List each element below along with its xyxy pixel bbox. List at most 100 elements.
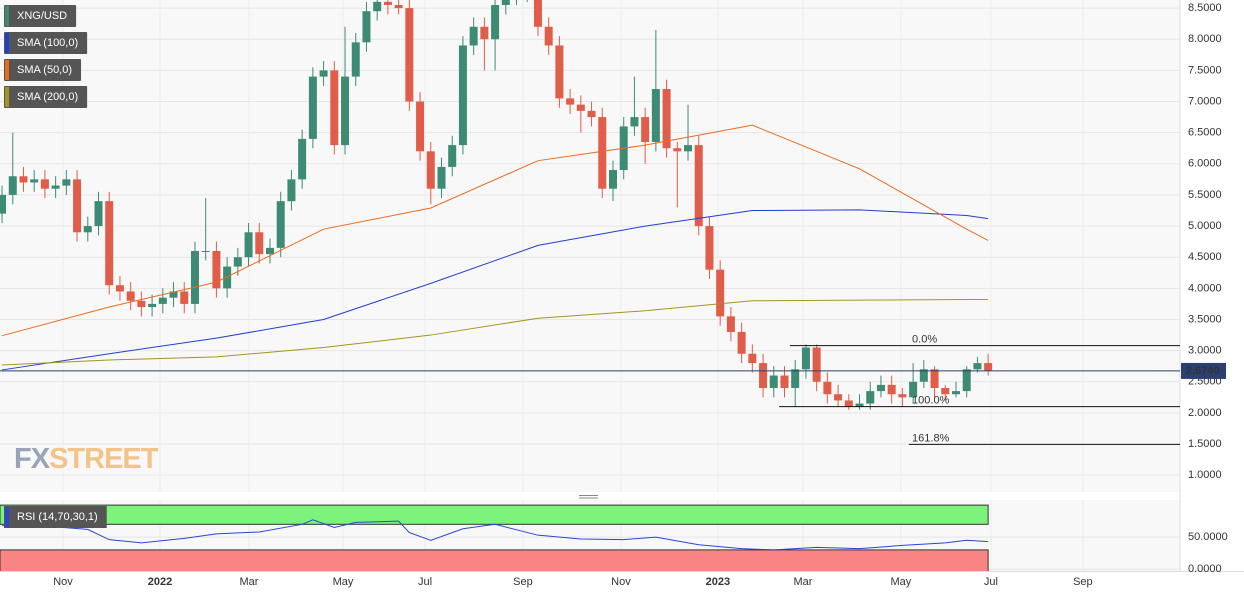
legend-box	[4, 86, 88, 108]
candle-body	[480, 26, 489, 40]
x-tick-label: Sep	[1073, 576, 1093, 588]
candle	[834, 384, 843, 407]
candle	[887, 375, 896, 404]
candle-body	[40, 179, 49, 189]
candle	[51, 176, 60, 199]
legend-item[interactable]: RSI (14,70,30,1)	[4, 506, 107, 528]
candle	[244, 222, 253, 267]
candle-body	[83, 226, 92, 233]
candle	[201, 198, 210, 261]
y-tick-label: 1.5000	[1188, 438, 1222, 450]
y-tick-label: 6.0000	[1188, 158, 1222, 170]
candle	[169, 282, 178, 308]
panel-divider[interactable]	[0, 492, 1244, 500]
legend: XNG/USD SMA (100,0) SMA (50,0) SMA (200,0) R…	[4, 5, 107, 528]
candle-body	[673, 148, 682, 152]
fib-label: 0.0%	[912, 334, 937, 346]
candle	[866, 381, 875, 410]
x-tick-label: 2023	[706, 576, 730, 588]
candle-body	[555, 45, 564, 99]
candle	[105, 191, 114, 295]
candle	[501, 0, 510, 15]
candle-body	[898, 394, 907, 398]
candle	[544, 17, 553, 55]
candle	[212, 241, 221, 298]
candle	[608, 160, 617, 202]
sma-line	[1, 209, 989, 371]
y-tick-label: 3.0000	[1188, 345, 1222, 357]
candle	[298, 129, 307, 189]
candle-body	[405, 8, 414, 102]
candle	[973, 356, 982, 373]
candle-body	[148, 303, 157, 308]
x-tick-label: 2022	[148, 576, 172, 588]
candle	[180, 282, 189, 314]
candle-body	[780, 375, 789, 388]
candle-body	[694, 145, 703, 227]
candle	[705, 216, 714, 280]
candle	[662, 79, 671, 158]
sma-line	[1, 124, 989, 337]
candle-body	[158, 297, 167, 304]
candle	[319, 61, 328, 86]
y-tick-label: 7.0000	[1188, 95, 1222, 107]
x-tick-label: May	[333, 576, 354, 588]
legend-item[interactable]: XNG/USD	[4, 5, 77, 27]
legend-item[interactable]: SMA (100,0)	[4, 32, 88, 54]
candle	[984, 353, 993, 376]
watermark-street: STREET	[49, 443, 159, 475]
legend-item[interactable]: SMA (50,0)	[4, 59, 82, 81]
candle-body	[244, 232, 253, 258]
candle	[630, 76, 639, 136]
candle-body	[823, 381, 832, 395]
candle-body	[8, 176, 17, 195]
legend-box	[4, 32, 88, 54]
candle	[801, 344, 810, 379]
legend-label: XNG/USD	[17, 10, 67, 22]
candle	[19, 166, 28, 192]
sma-line	[2, 299, 989, 366]
candle	[684, 104, 693, 161]
candle-body	[737, 331, 746, 354]
candle	[566, 89, 575, 114]
candle	[287, 170, 296, 211]
candle	[62, 170, 71, 195]
candle	[308, 67, 317, 149]
rsi-tick-label: 0.0000	[1188, 563, 1222, 575]
oversold-zone	[0, 549, 989, 571]
y-tick-label: 4.5000	[1188, 251, 1222, 263]
candle	[716, 260, 725, 326]
candle	[426, 141, 435, 205]
candle	[437, 157, 446, 199]
y-tick-label: 8.0000	[1188, 33, 1222, 45]
candle-body	[383, 1, 392, 5]
candle-body	[608, 170, 617, 189]
x-tick-label: Jul	[418, 576, 432, 588]
candle	[555, 36, 564, 108]
candle-body	[298, 138, 307, 180]
legend-swatch	[5, 507, 9, 527]
candle-body	[834, 394, 843, 401]
legend-item[interactable]: SMA (200,0)	[4, 86, 88, 108]
y-tick-label: 8.5000	[1188, 2, 1222, 14]
candle	[587, 101, 596, 127]
candle	[791, 359, 800, 407]
candle-body	[51, 185, 60, 189]
candle-body	[630, 117, 639, 127]
y-tick-label: 4.0000	[1188, 282, 1222, 294]
legend-swatch	[5, 87, 9, 107]
rsi-tick-label: 50.0000	[1188, 531, 1228, 543]
candle-body	[137, 300, 146, 308]
candle	[576, 95, 585, 133]
candle	[480, 17, 489, 71]
candle	[8, 132, 17, 205]
x-tick-label: Sep	[513, 576, 533, 588]
candle-body	[973, 363, 982, 370]
legend-swatch	[5, 60, 9, 80]
candle-body	[919, 369, 928, 382]
y-tick-label: 6.5000	[1188, 127, 1222, 139]
candle-body	[115, 285, 124, 292]
candle	[83, 216, 92, 242]
candle	[598, 107, 607, 199]
y-tick-label: 5.5000	[1188, 189, 1222, 201]
